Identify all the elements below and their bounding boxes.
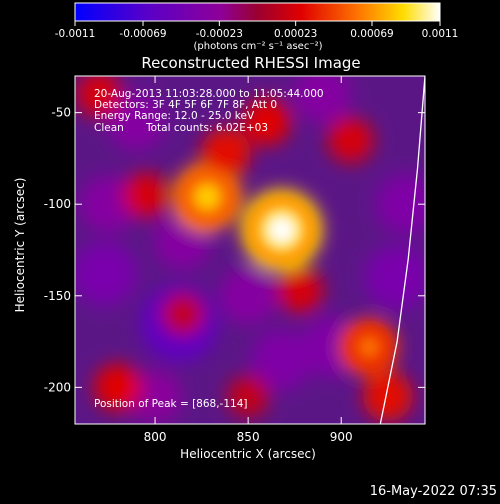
- emission-source: [327, 117, 374, 164]
- y-tick-label: -50: [51, 106, 71, 120]
- colorbar-tick-label: -0.00069: [119, 28, 166, 40]
- annotation-method: Clean: [94, 122, 124, 134]
- annotation-time-range: 20-Aug-2013 11:03:28.000 to 11:05:44.000: [94, 88, 324, 100]
- solar-limb-curve: [379, 76, 425, 424]
- negative-region: [107, 93, 166, 151]
- emission-source: [277, 267, 324, 314]
- emission-core: [197, 186, 218, 207]
- emission-source: [227, 375, 270, 418]
- emission-source: [122, 172, 169, 218]
- footer-timestamp: 16-May-2022 07:35: [370, 484, 497, 499]
- y-tick-label: -100: [44, 197, 71, 211]
- y-tick-label: -150: [44, 289, 71, 303]
- emission-source: [76, 76, 123, 118]
- colorbar: -0.0011 -0.00069 -0.00023 0.00023 0.00069 0.0…: [55, 2, 459, 52]
- annotation-detectors: Detectors: 3F 4F 5F 6F 7F 8F, Att 0: [94, 99, 277, 111]
- annotation-peak-position: Position of Peak = [868,-114]: [94, 398, 248, 410]
- emission-core: [361, 338, 378, 356]
- emission-source: [93, 363, 142, 412]
- annotation-total-counts: Total counts: 6.02E+03: [145, 122, 268, 134]
- x-axis-label: Heliocentric X (arcsec): [180, 447, 316, 461]
- colorbar-units-label: (photons cm⁻² s⁻¹ asec⁻²): [193, 41, 322, 52]
- x-tick-label: 800: [144, 430, 167, 444]
- y-axis: -50 -100 -150 -200: [44, 106, 425, 394]
- y-tick-label: -200: [44, 380, 71, 394]
- x-tick-label: 850: [237, 430, 260, 444]
- emission-core: [269, 217, 295, 243]
- chart-title: Reconstructed RHESSI Image: [141, 54, 360, 72]
- negative-region: [75, 241, 137, 306]
- plot-area: [75, 76, 425, 424]
- colorbar-tick-label: 0.0011: [422, 28, 459, 40]
- negative-region: [293, 76, 352, 124]
- colorbar-tick-label: 0.00023: [274, 28, 317, 40]
- colorbar-gradient: [74, 2, 441, 22]
- negative-region: [251, 329, 312, 391]
- annotation-block: 20-Aug-2013 11:03:28.000 to 11:05:44.000…: [94, 88, 324, 134]
- emission-source: [200, 128, 251, 178]
- annotation-energy-range: Energy Range: 12.0 - 25.0 keV: [94, 110, 255, 122]
- x-tick-label: 900: [330, 430, 353, 444]
- y-axis-label: Heliocentric Y (arcsec): [13, 178, 27, 313]
- colorbar-ticks: -0.0011 -0.00069 -0.00023 0.00023 0.00069 0.0…: [55, 21, 459, 40]
- negative-region: [128, 369, 183, 424]
- negative-region: [219, 267, 277, 325]
- emission-source: [162, 293, 204, 336]
- plot-frame: [74, 75, 426, 425]
- negative-region: [376, 173, 425, 235]
- x-axis: 800 850 900: [144, 76, 353, 444]
- negative-region: [79, 175, 138, 233]
- colorbar-tick-label: -0.0011: [55, 28, 96, 40]
- emission-source: [242, 97, 291, 146]
- emission-source: [362, 371, 413, 422]
- negative-region: [365, 245, 425, 310]
- colorbar-tick-label: 0.00069: [350, 28, 393, 40]
- emission-peaks: [180, 170, 391, 369]
- colorbar-tick-label: -0.00023: [196, 28, 243, 40]
